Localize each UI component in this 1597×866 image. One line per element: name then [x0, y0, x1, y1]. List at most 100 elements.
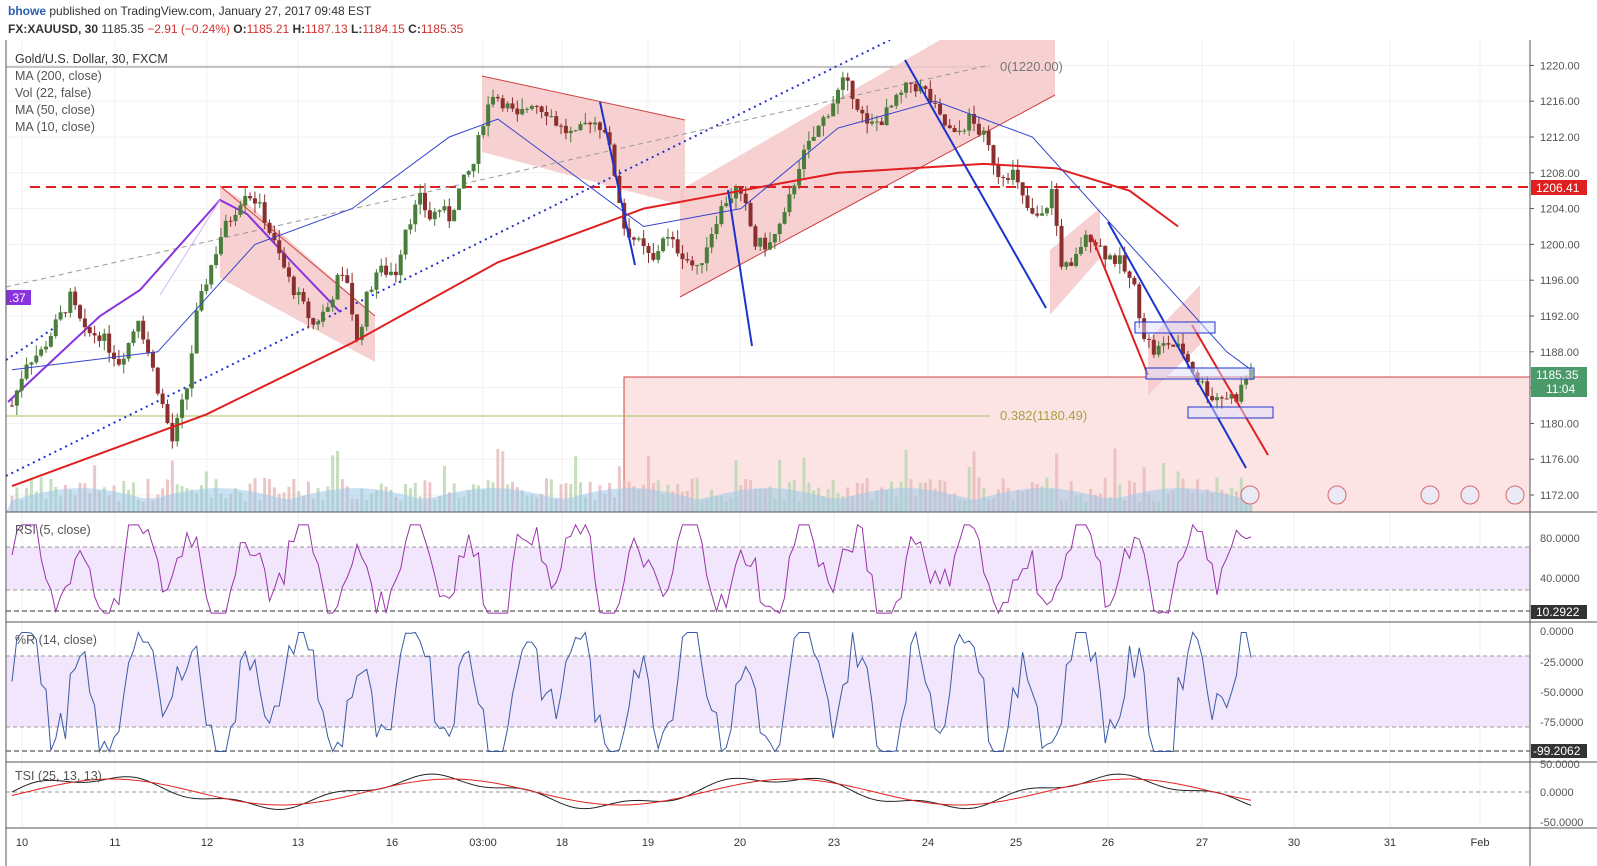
rsi-title: RSI (5, close)	[15, 523, 91, 537]
candle	[928, 88, 933, 103]
candle	[136, 320, 141, 332]
flag-icon[interactable]	[1327, 485, 1347, 505]
flag-icon[interactable]	[1460, 485, 1480, 505]
candle	[1074, 253, 1079, 266]
x-tick-label: 20	[734, 837, 746, 849]
williams-r-panel[interactable]: %R (14, close)	[6, 630, 1530, 754]
candle	[257, 202, 262, 204]
candle	[170, 422, 175, 442]
candle	[539, 106, 544, 113]
price-panel[interactable]: 0(1220.00) 0.382(1180.49) Gold/U.S. Doll…	[5, 40, 1531, 513]
candle	[272, 233, 277, 241]
candle	[39, 349, 44, 356]
volume-bar	[1142, 467, 1146, 512]
candle	[131, 331, 136, 343]
candle	[316, 321, 321, 325]
y-tick-label: 1192.00	[1540, 311, 1579, 323]
candle	[1088, 234, 1093, 243]
volume-bar	[331, 455, 335, 512]
event-icons[interactable]	[1240, 485, 1525, 505]
rsi-panel[interactable]: RSI (5, close)	[6, 523, 1530, 615]
ma200-line	[11, 162, 1179, 487]
y-tick-label: 1220.00	[1540, 60, 1580, 72]
high-label: H:	[292, 22, 306, 36]
candle	[923, 86, 928, 89]
candle	[743, 193, 748, 204]
volume-bar	[413, 482, 417, 512]
publish-info: bhowe published on TradingView.com, Janu…	[8, 4, 371, 18]
volume-bar	[695, 477, 699, 512]
candle	[466, 171, 471, 175]
x-tick-label: 31	[1384, 837, 1396, 849]
candle	[194, 310, 199, 354]
candle	[175, 417, 180, 442]
candle	[665, 236, 670, 239]
candle	[413, 204, 418, 225]
candle	[330, 299, 335, 308]
candle	[1006, 178, 1011, 180]
candle	[1098, 245, 1103, 247]
wr-line	[11, 630, 1252, 754]
author-link[interactable]: bhowe	[8, 4, 46, 18]
volume-bar	[93, 465, 97, 512]
candle	[661, 238, 666, 252]
flag-icon[interactable]	[1240, 485, 1260, 505]
price-axis[interactable]: 1172.001176.001180.001184.001188.001192.…	[1530, 60, 1580, 502]
rsi-value-tag: 10.2922	[1536, 605, 1580, 619]
candle	[121, 358, 126, 365]
candle	[559, 125, 564, 127]
candle	[408, 224, 413, 230]
candle	[437, 210, 442, 212]
volume-ma-area	[6, 488, 1251, 512]
candle	[792, 185, 797, 195]
candle	[1064, 262, 1069, 267]
candle	[593, 122, 598, 125]
candle	[311, 318, 316, 325]
x-tick-label: 24	[922, 837, 934, 849]
candle	[573, 130, 578, 132]
candle	[758, 237, 763, 247]
box-2	[1145, 367, 1255, 380]
x-tick-label: 26	[1102, 837, 1114, 849]
candle	[1040, 213, 1045, 216]
flag-icon[interactable]	[1505, 485, 1525, 505]
candle	[568, 130, 573, 134]
candle	[947, 125, 952, 129]
close-label: C:	[408, 22, 421, 36]
ma50-line	[11, 100, 1252, 371]
candle	[913, 83, 918, 92]
tsi-panel[interactable]: TSI (25, 13, 13)	[6, 769, 1530, 811]
y-tick-label: 1196.00	[1540, 275, 1579, 287]
candle	[87, 327, 92, 334]
wr-value-tag: -99.2062	[1533, 744, 1581, 758]
candle	[218, 236, 223, 255]
candle	[811, 136, 816, 141]
candle	[967, 114, 972, 131]
box-3	[1187, 406, 1274, 419]
trading-chart[interactable]: 0(1220.00) 0.382(1180.49) Gold/U.S. Doll…	[0, 40, 1597, 866]
candle	[73, 291, 78, 306]
volume-bar	[287, 486, 291, 512]
candle	[34, 355, 39, 363]
candle	[1151, 339, 1156, 355]
candle	[204, 284, 209, 292]
candle	[578, 124, 583, 131]
candle	[836, 89, 840, 104]
candle	[320, 311, 325, 322]
candle	[529, 105, 534, 109]
candle	[981, 130, 986, 135]
candle	[1200, 381, 1205, 383]
x-tick-label: 25	[1010, 837, 1022, 849]
candle	[238, 205, 243, 215]
volume-bar	[904, 449, 908, 512]
flag-icon[interactable]	[1420, 485, 1440, 505]
candle	[150, 352, 155, 368]
candle	[1025, 195, 1030, 208]
candle	[695, 265, 700, 267]
legend-title: Gold/U.S. Dollar, 30, FXCM	[15, 52, 168, 66]
candle	[267, 222, 272, 234]
level-tag-bg	[1531, 180, 1587, 195]
volume-bar	[734, 460, 738, 512]
candle	[481, 126, 486, 136]
time-axis[interactable]: 10 11 12 13 16 03:00 18 19 20 23 24 25 26 27 30 31 Feb	[16, 837, 1490, 849]
